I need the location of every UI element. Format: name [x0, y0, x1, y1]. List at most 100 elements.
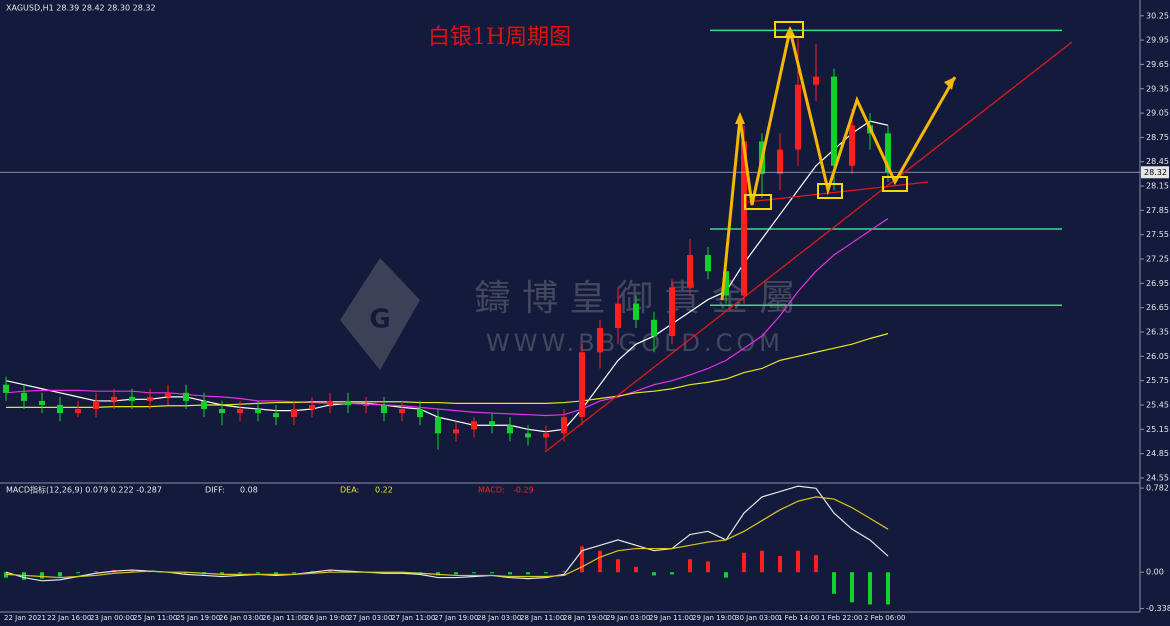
candle-body — [3, 384, 9, 393]
indicator-value: -0.29 — [513, 486, 534, 495]
candle-body — [525, 433, 531, 438]
arrow-head — [944, 77, 955, 90]
indicator-name: MACD: — [478, 486, 505, 495]
macd-bar — [454, 572, 458, 575]
x-tick-label: 28 Jan 19:00 — [563, 614, 607, 622]
candle-body — [111, 396, 117, 401]
candle-body — [21, 392, 27, 401]
macd-bar — [760, 550, 764, 573]
indicator-name: DIFF: — [205, 486, 225, 495]
y-tick-label: 27.55 — [1146, 230, 1169, 239]
highlight-box — [744, 194, 772, 210]
candle-body — [435, 417, 441, 434]
candle-body — [147, 396, 153, 401]
candle-body — [39, 400, 45, 405]
macd-bar — [40, 572, 44, 579]
x-tick-label: 2 Feb 06:00 — [864, 614, 905, 622]
candle-body — [237, 409, 243, 414]
y-tick-label: 29.05 — [1146, 109, 1169, 118]
y-tick-label: 26.65 — [1146, 303, 1169, 312]
x-tick-label: 22 Jan 16:00 — [47, 614, 91, 622]
macd-bar — [544, 572, 548, 574]
y-tick-label: 25.45 — [1146, 400, 1169, 409]
candle-body — [615, 303, 621, 328]
trend-line — [544, 41, 1073, 453]
x-tick-label: 29 Jan 03:00 — [606, 614, 650, 622]
macd-bar — [562, 571, 566, 573]
macd-bar — [472, 572, 476, 574]
y-tick-label: 25.75 — [1146, 376, 1169, 385]
y-tick-label: 26.35 — [1146, 328, 1169, 337]
macd-bar — [742, 552, 746, 573]
candle-body — [723, 271, 729, 296]
y-tick-label: 24.55 — [1146, 473, 1169, 482]
candle-body — [129, 396, 135, 401]
highlight-box — [882, 176, 908, 192]
x-tick-label: 25 Jan 11:00 — [133, 614, 177, 622]
line-series — [5, 217, 889, 417]
x-tick-label: 27 Jan 19:00 — [434, 614, 478, 622]
candle-body — [273, 413, 279, 418]
y-tick-label: 28.15 — [1146, 182, 1169, 191]
y-tick-label: -0.338 — [1146, 604, 1170, 613]
macd-bar — [706, 561, 710, 573]
candle-body — [831, 76, 837, 166]
candle-body — [219, 409, 225, 414]
y-tick-label: 26.95 — [1146, 279, 1169, 288]
indicator-value: 0.22 — [375, 486, 393, 495]
x-tick-label: 22 Jan 2021 — [4, 614, 46, 622]
candle-body — [75, 409, 81, 414]
candle-body — [597, 327, 603, 353]
x-tick-label: 29 Jan 11:00 — [649, 614, 693, 622]
indicator-value: 0.08 — [240, 486, 258, 495]
y-tick-label: 25.15 — [1146, 425, 1169, 434]
y-tick-label: 28.45 — [1146, 157, 1169, 166]
annotation: 白银1H周期图 — [428, 25, 571, 50]
x-tick-label: 23 Jan 00:00 — [90, 614, 134, 622]
candle-body — [687, 254, 693, 288]
candle-body — [471, 421, 477, 430]
candle-body — [57, 404, 63, 414]
candle-body — [669, 287, 675, 337]
macd-bar — [832, 572, 836, 594]
candle-body — [417, 409, 423, 418]
highlight-box — [774, 21, 804, 38]
macd-bar — [94, 571, 98, 573]
arrow-head — [735, 112, 745, 124]
candle-body — [813, 76, 819, 85]
macd-header: MACD指标(12,26,9) 0.079 0.222 -0.287 — [6, 485, 162, 495]
macd-bar — [58, 572, 62, 577]
x-tick-label: 30 Jan 03:00 — [735, 614, 779, 622]
chart-header: XAGUSD,H1 28.39 28.42 28.30 28.32 — [6, 4, 156, 13]
x-tick-label: 25 Jan 19:00 — [176, 614, 220, 622]
macd-bar — [670, 572, 674, 575]
macd-bar — [652, 572, 656, 576]
candle-body — [183, 392, 189, 401]
watermark-url: WWW.BBGOLD.COM — [486, 329, 784, 357]
macd-bar — [328, 570, 332, 573]
macd-bar — [130, 570, 134, 573]
wave-path — [720, 29, 957, 301]
y-tick-label: 28.75 — [1146, 133, 1169, 142]
last-price-label: 28.32 — [1144, 168, 1167, 177]
indicator-name: DEA: — [340, 486, 359, 495]
y-tick-label: 26.05 — [1146, 352, 1169, 361]
x-tick-label: 28 Jan 03:00 — [477, 614, 521, 622]
candle-body — [543, 433, 549, 438]
candle-body — [255, 409, 261, 414]
x-tick-label: 28 Jan 11:00 — [520, 614, 564, 622]
macd-bar — [634, 566, 638, 573]
y-tick-label: 0.782 — [1146, 484, 1169, 493]
macd-bar — [796, 550, 800, 573]
arrow-head — [784, 26, 796, 38]
y-tick-label: 24.85 — [1146, 449, 1169, 458]
candle-body — [651, 319, 657, 337]
macd-bar — [814, 554, 818, 573]
y-tick-label: 27.85 — [1146, 206, 1169, 215]
macd-bar — [886, 572, 890, 605]
trend-line — [747, 181, 929, 203]
highlight-box — [817, 183, 843, 199]
